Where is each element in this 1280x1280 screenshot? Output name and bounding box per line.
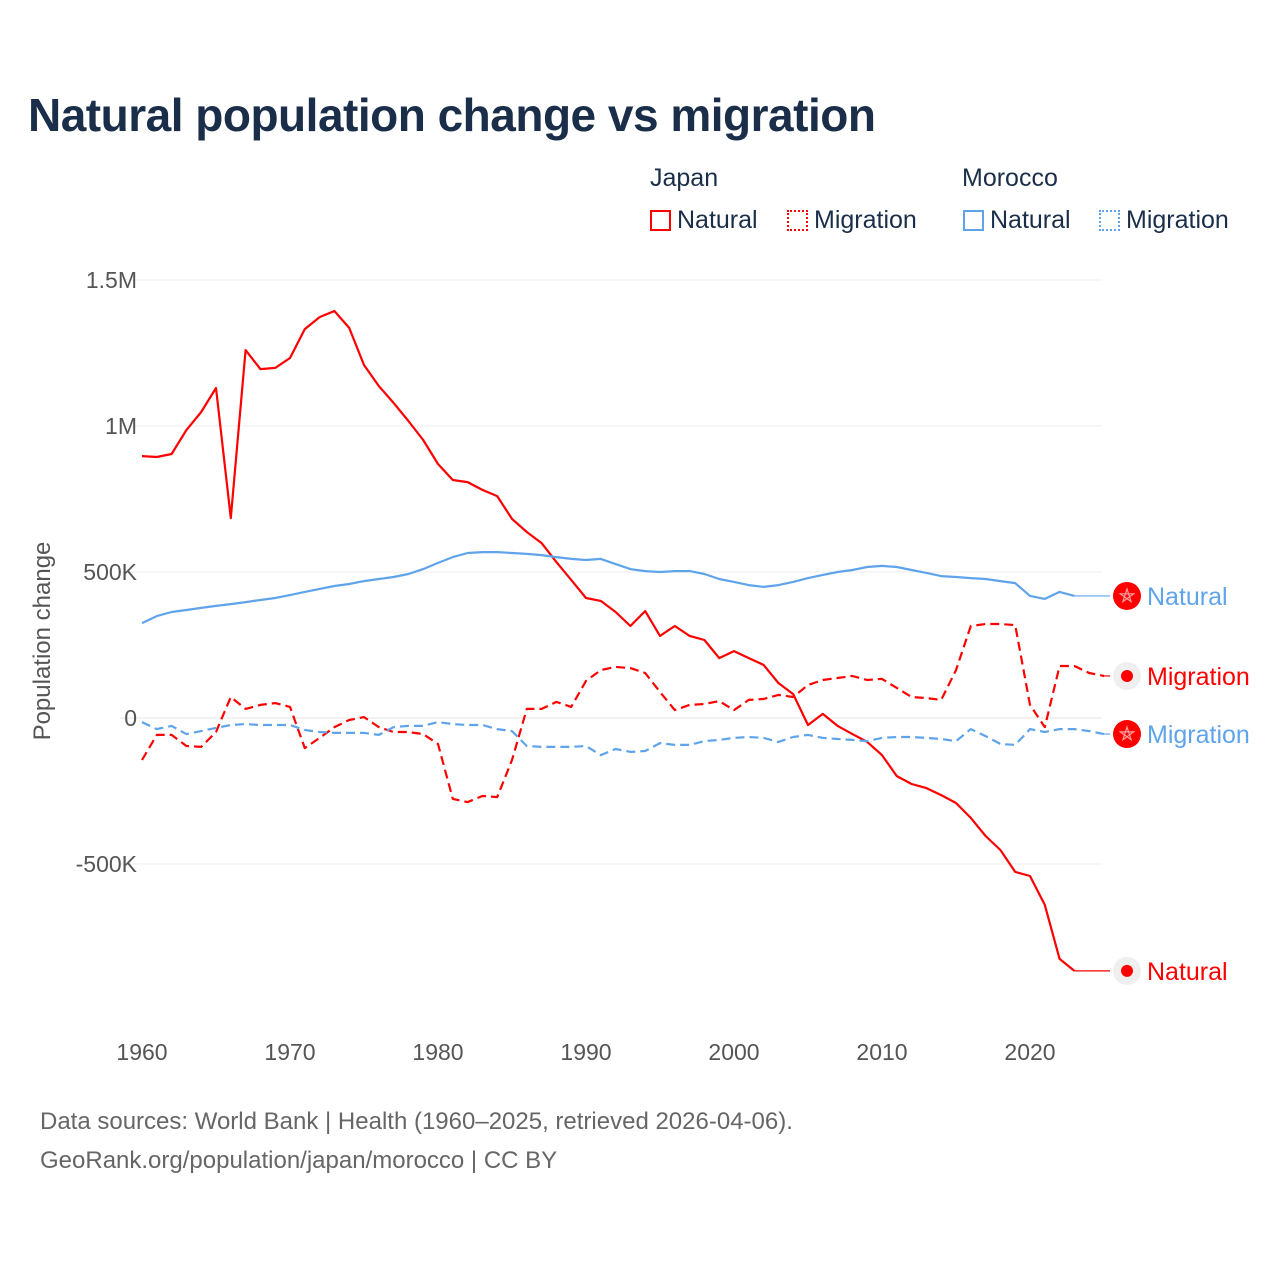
x-tick-label: 1970 <box>264 1039 315 1065</box>
flag-background <box>1113 720 1141 749</box>
japan-flag-icon <box>1113 661 1141 690</box>
series-line-japan-migration <box>141 622 1105 804</box>
legend-swatch-icon <box>963 210 984 231</box>
x-tick-label: 1990 <box>560 1039 611 1065</box>
x-tick-label: 1960 <box>116 1039 167 1065</box>
series-line-morocco-migration <box>141 720 1105 757</box>
y-tick-label: -500K <box>76 851 138 877</box>
series-line-japan-natural <box>141 309 1076 972</box>
legend-item-morocco-natural[interactable]: Natural <box>963 206 1071 235</box>
legend-item-japan-natural[interactable]: Natural <box>650 206 758 235</box>
flag-background <box>1113 581 1141 610</box>
x-tick-label: 2020 <box>1004 1039 1055 1065</box>
legend-label: Natural <box>677 206 758 234</box>
legend-item-morocco-migration[interactable]: Migration <box>1099 206 1229 235</box>
japan-flag-icon <box>1113 956 1141 985</box>
end-label: Migration <box>1147 663 1250 691</box>
legend-swatch-icon <box>650 210 671 231</box>
footer-source: Data sources: World Bank | Health (1960–… <box>40 1108 793 1135</box>
flag-disc <box>1121 964 1133 977</box>
y-tick-label: 1M <box>105 413 137 439</box>
legend-label: Migration <box>1126 206 1229 234</box>
flag-star <box>1118 725 1136 742</box>
legend-item-japan-migration[interactable]: Migration <box>787 206 917 235</box>
y-tick-label: 1.5M <box>86 267 137 293</box>
end-label: Migration <box>1147 721 1250 749</box>
morocco-flag-icon <box>1113 720 1141 749</box>
y-tick-label: 0 <box>124 705 137 731</box>
legend-group-japan: Japan <box>650 164 719 192</box>
legend-label: Migration <box>814 206 917 234</box>
end-label: Natural <box>1147 958 1228 986</box>
flag-star <box>1118 586 1136 604</box>
x-tick-label: 2010 <box>856 1039 907 1065</box>
legend-group-morocco: Morocco <box>962 164 1058 192</box>
flag-disc <box>1121 669 1133 682</box>
morocco-flag-icon <box>1113 581 1141 610</box>
end-label: Natural <box>1147 583 1228 611</box>
legend-label: Natural <box>990 206 1071 234</box>
legend-swatch-icon <box>787 210 808 231</box>
legend-swatch-icon <box>1099 210 1120 231</box>
series-line-morocco-natural <box>141 550 1075 625</box>
x-tick-label: 2000 <box>708 1039 759 1065</box>
footer-credit: GeoRank.org/population/japan/morocco | C… <box>40 1147 558 1174</box>
chart-title: Natural population change vs migration <box>28 89 876 141</box>
y-tick-label: 500K <box>83 559 137 585</box>
x-tick-label: 1980 <box>412 1039 463 1065</box>
y-axis-label: Population change <box>29 542 56 741</box>
